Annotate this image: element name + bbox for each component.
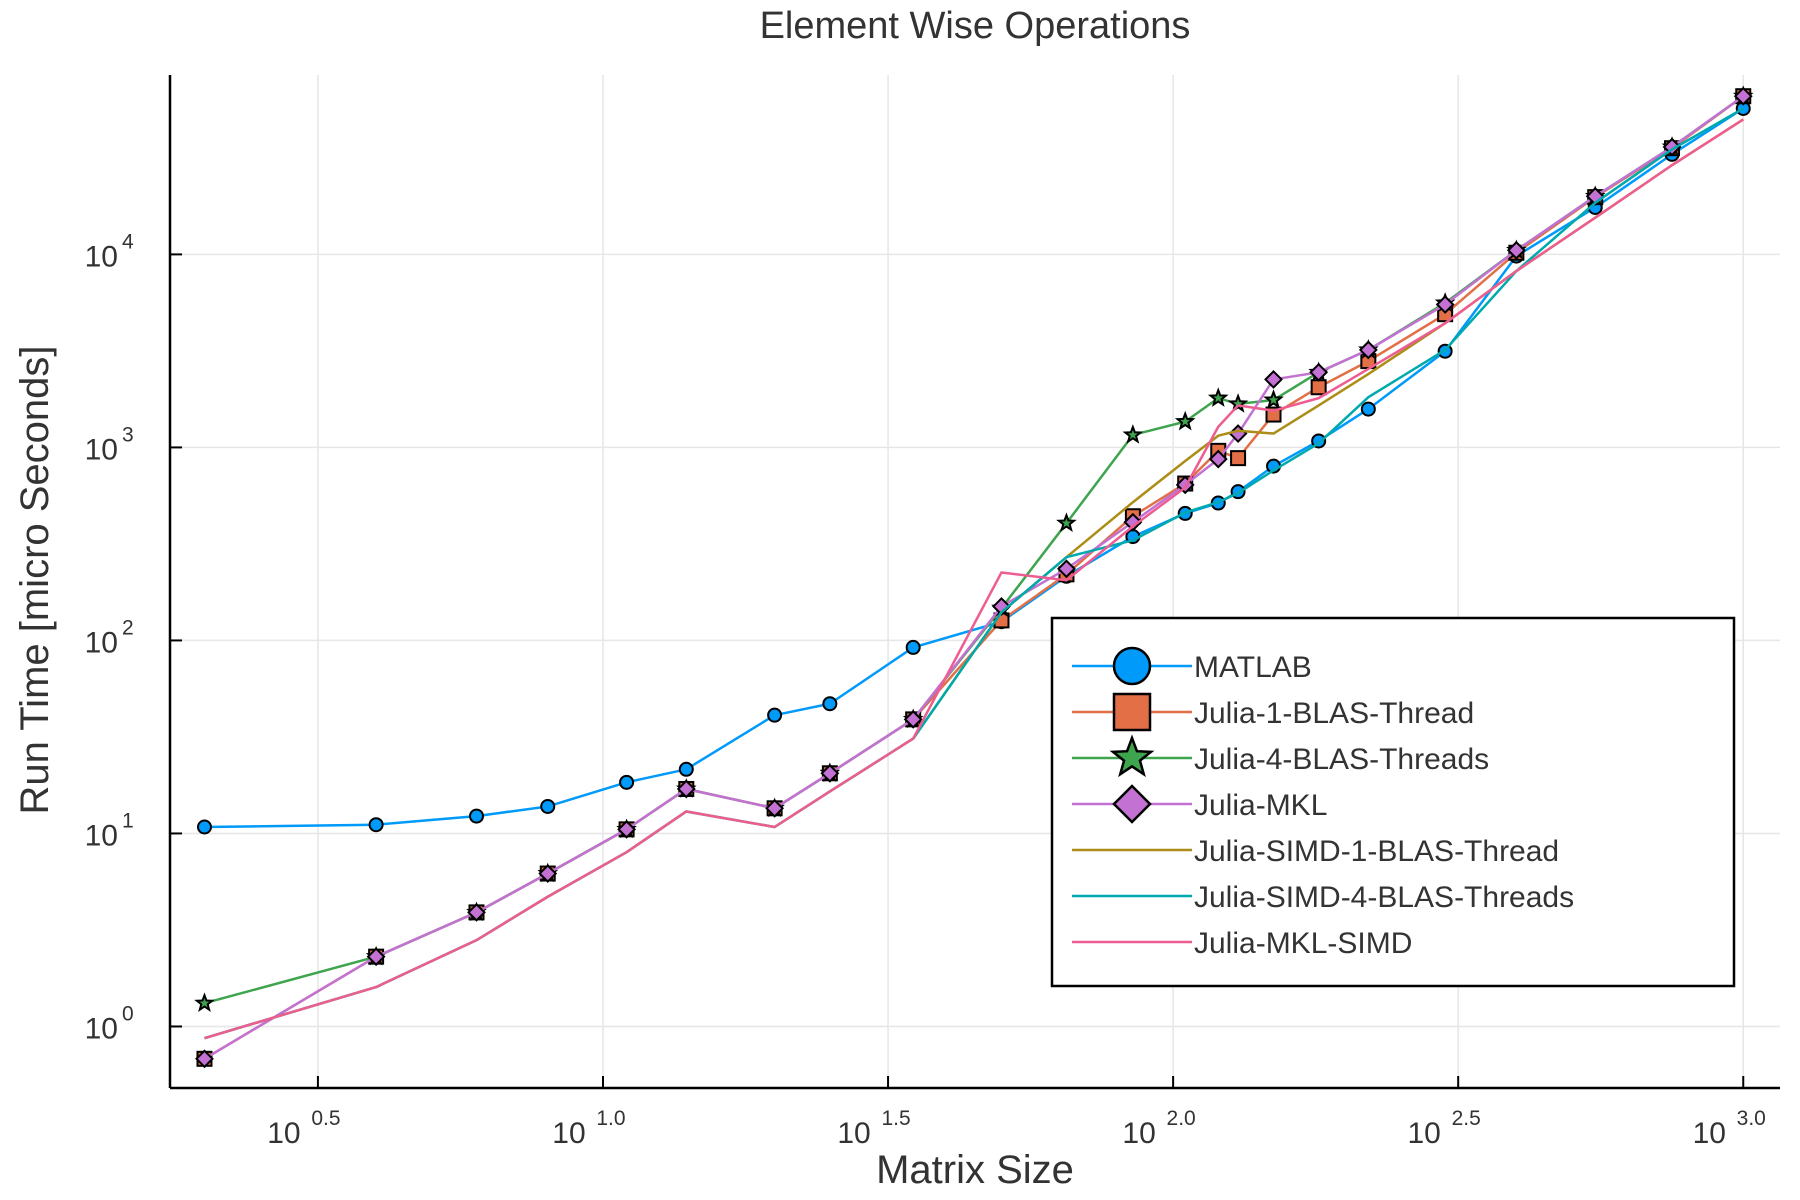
data-point [1122, 424, 1144, 444]
data-point [1174, 410, 1196, 431]
data-point [619, 774, 635, 790]
data-point [540, 798, 556, 814]
series-line [204, 118, 1744, 1040]
x-tick-exponent: 0.5 [311, 1107, 340, 1130]
data-point [676, 779, 696, 799]
data-point [905, 639, 921, 655]
data-point [194, 992, 215, 1012]
x-tick-label: 10 [837, 1117, 870, 1150]
data-point [1310, 379, 1327, 396]
data-point [1263, 389, 1284, 409]
data-point [617, 819, 637, 839]
legend-item-matlab: MATLAB [1072, 646, 1312, 686]
y-tick-exponent: 1 [122, 809, 134, 832]
data-point [1057, 559, 1076, 579]
legend-label: Julia-4-BLAS-Threads [1194, 743, 1489, 776]
data-point [1227, 393, 1249, 413]
data-point [1207, 387, 1229, 407]
legend-marker [1109, 734, 1155, 778]
data-point [1733, 86, 1753, 106]
data-point [469, 808, 485, 824]
y-tick-label: 10 [85, 1012, 118, 1045]
legend-label: MATLAB [1194, 651, 1312, 684]
legend-item-julia-simd-1-blas-thread: Julia-SIMD-1-BLAS-Thread [1072, 835, 1559, 868]
data-point [1264, 370, 1283, 389]
y-tick-label: 10 [85, 433, 118, 466]
data-point [1230, 450, 1247, 467]
y-tick-exponent: 0 [122, 1002, 134, 1025]
data-point [538, 864, 558, 883]
x-tick-label: 10 [1122, 1117, 1155, 1150]
y-axis-title: Run Time [micro Seconds] [13, 345, 57, 814]
data-point [368, 817, 384, 833]
legend-item-julia-mkl: Julia-MKL [1072, 784, 1327, 824]
legend-item-julia-mkl-simd: Julia-MKL-SIMD [1072, 927, 1412, 960]
axes [168, 75, 1780, 1090]
data-point [467, 902, 486, 922]
legend: MATLAB Julia-1-BLAS-Thread Julia-4-BLAS-Th… [1050, 616, 1736, 988]
data-point [820, 763, 840, 783]
x-tick-label: 10 [1407, 1117, 1440, 1150]
x-tick-exponent: 1.0 [596, 1107, 625, 1130]
chart-title: Element Wise Operations [760, 5, 1191, 47]
data-point [1123, 512, 1143, 532]
data-point [1056, 512, 1077, 532]
data-point [1309, 362, 1329, 382]
legend-item-julia-simd-4-blas-threads: Julia-SIMD-4-BLAS-Threads [1072, 881, 1574, 914]
data-point [767, 707, 783, 723]
legend-marker [1112, 692, 1152, 732]
data-point [1360, 401, 1376, 417]
legend-marker [1112, 784, 1152, 824]
legend-box [1050, 616, 1736, 988]
data-point [195, 1049, 214, 1069]
data-point [822, 696, 838, 712]
series-julia-mkl [195, 86, 1753, 1069]
legend-label: Julia-SIMD-4-BLAS-Threads [1194, 881, 1574, 914]
x-tick-exponent: 2.5 [1452, 1107, 1481, 1130]
legend-item-julia-4-blas-threads: Julia-4-BLAS-Threads [1072, 734, 1489, 778]
x-tick-label: 10 [552, 1117, 585, 1150]
legend-item-julia-1-blas-thread: Julia-1-BLAS-Thread [1072, 692, 1474, 732]
y-tick-exponent: 4 [122, 230, 134, 253]
data-point [366, 947, 386, 967]
x-tick-label: 10 [267, 1117, 300, 1150]
legend-marker [1112, 646, 1152, 686]
y-tick-label: 10 [85, 240, 118, 273]
data-point [196, 819, 212, 835]
legend-label: Julia-MKL [1194, 789, 1327, 822]
x-tick-exponent: 2.0 [1167, 1107, 1196, 1130]
data-point [678, 761, 694, 777]
data-point [1506, 240, 1526, 260]
x-axis-title: Matrix Size [876, 1148, 1074, 1192]
data-point [903, 709, 923, 729]
plot-area [194, 85, 1754, 1069]
x-tick-label: 10 [1693, 1117, 1726, 1150]
series-julia-mkl-simd [204, 118, 1744, 1040]
legend-label: Julia-SIMD-1-BLAS-Thread [1194, 835, 1559, 868]
y-tick-label: 10 [85, 819, 118, 852]
data-point [1208, 449, 1228, 469]
y-tick-exponent: 2 [122, 616, 134, 639]
x-tick-exponent: 1.5 [881, 1107, 910, 1130]
legend-label: Julia-1-BLAS-Thread [1194, 697, 1474, 730]
legend-label: Julia-MKL-SIMD [1194, 927, 1412, 960]
data-point [765, 798, 785, 818]
x-tick-exponent: 3.0 [1737, 1107, 1766, 1130]
data-point [1358, 340, 1378, 360]
y-tick-label: 10 [85, 626, 118, 659]
x-tick-labels: 10 0.5 10 1.0 10 1.5 10 2.0 10 2.5 10 3.0 [267, 1076, 1766, 1150]
data-point [1435, 295, 1455, 314]
y-tick-exponent: 3 [122, 423, 134, 446]
